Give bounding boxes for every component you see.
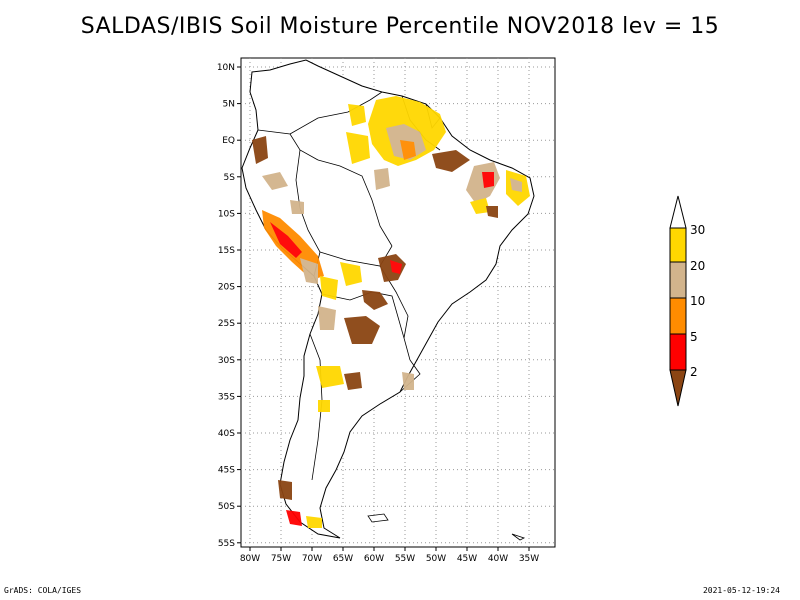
axis-ticks: 10N 5N EQ 5S 10S 15S 20S 25S 30S 35S 40S 45S 50S 55S 8…	[217, 63, 539, 564]
legend-bin-2-5	[669, 333, 687, 371]
legend-arrow-bottom	[669, 369, 687, 407]
legend-bin-10-20	[669, 261, 687, 299]
lat-tick-label: 45S	[218, 466, 235, 476]
lat-tick-label: EQ	[222, 136, 235, 146]
lat-tick-label: 10N	[217, 63, 235, 73]
lon-tick-label: 80W	[240, 554, 260, 564]
legend-label: 2	[690, 365, 698, 379]
lon-tick-label: 40W	[488, 554, 508, 564]
lat-tick-label: 35S	[218, 392, 235, 402]
legend-label: 5	[690, 330, 698, 344]
map-title: SALDAS/IBIS Soil Moisture Percentile NOV…	[80, 14, 720, 39]
footer-credit: GrADS: COLA/IGES	[4, 586, 82, 595]
footer-timestamp: 2021-05-12-19:24	[702, 586, 780, 595]
lat-tick-label: 25S	[218, 319, 235, 329]
legend-bin-5-10	[669, 297, 687, 335]
lat-tick-label: 15S	[218, 246, 235, 256]
legend-arrow-top	[669, 195, 687, 229]
legend-colorbar: 30 20 10 5 2	[669, 195, 705, 407]
legend-bin-20-30	[669, 227, 687, 263]
lat-tick-label: 40S	[218, 429, 235, 439]
lat-tick-label: 50S	[218, 502, 235, 512]
lat-tick-label: 5N	[223, 100, 235, 110]
lon-tick-label: 45W	[457, 554, 477, 564]
lon-tick-label: 75W	[271, 554, 291, 564]
lon-tick-label: 70W	[302, 554, 322, 564]
lat-tick-label: 5S	[224, 173, 236, 183]
lon-tick-label: 50W	[426, 554, 446, 564]
lat-tick-label: 55S	[218, 539, 235, 549]
lon-tick-label: 65W	[333, 554, 353, 564]
legend-label: 20	[690, 259, 705, 273]
lat-tick-label: 10S	[218, 209, 235, 219]
lon-tick-label: 60W	[364, 554, 384, 564]
legend-label: 30	[690, 223, 705, 237]
lat-tick-label: 20S	[218, 283, 235, 293]
percentile-shading	[252, 96, 530, 528]
lon-tick-label: 55W	[395, 554, 415, 564]
legend-label: 10	[690, 294, 705, 308]
lon-tick-label: 35W	[519, 554, 539, 564]
lat-tick-label: 30S	[218, 356, 235, 366]
